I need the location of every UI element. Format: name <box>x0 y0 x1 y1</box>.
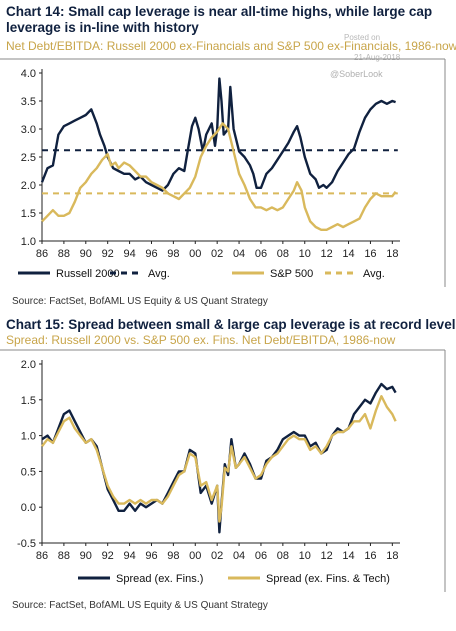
legend-label-0: Spread (ex. Fins.) <box>116 573 203 585</box>
x-tick-label: 94 <box>123 248 135 260</box>
x-tick-label: 96 <box>145 248 157 260</box>
x-tick-label: 06 <box>255 248 267 260</box>
y-tick-label: 2.0 <box>21 180 36 192</box>
y-tick-label: 1.5 <box>21 395 36 407</box>
y-tick-label: 2.0 <box>21 359 36 371</box>
x-tick-label: 00 <box>189 248 201 260</box>
x-tick-label: 12 <box>321 248 333 260</box>
y-tick-label: 0.5 <box>21 466 36 478</box>
x-tick-label: 08 <box>277 550 289 562</box>
x-tick-label: 02 <box>211 248 223 260</box>
x-tick-label: 88 <box>58 248 70 260</box>
x-tick-label: 86 <box>36 248 48 260</box>
series-line-1 <box>41 395 397 523</box>
series-line-2 <box>41 122 397 231</box>
x-tick-label: 04 <box>233 248 245 260</box>
watermark-handle: @SoberLook <box>330 69 383 79</box>
x-tick-label: 90 <box>80 550 92 562</box>
legend-label-2: S&P 500 <box>270 268 313 280</box>
x-tick-label: 16 <box>364 248 376 260</box>
x-tick-label: 06 <box>255 550 267 562</box>
watermark-posted-on: Posted on <box>344 33 381 42</box>
y-tick-label: 2.5 <box>21 152 36 164</box>
x-tick-label: 88 <box>58 550 70 562</box>
x-tick-label: 92 <box>102 550 114 562</box>
x-tick-label: 86 <box>36 550 48 562</box>
legend-label-0: Russell 2000 <box>56 268 120 280</box>
chart-14-source: Source: FactSet, BofAML US Equity & US Q… <box>12 296 268 307</box>
x-tick-label: 14 <box>342 248 354 260</box>
x-tick-label: 02 <box>211 550 223 562</box>
x-tick-label: 98 <box>167 248 179 260</box>
x-tick-label: 90 <box>80 248 92 260</box>
chart-14-subtitle: Net Debt/EBITDA: Russell 2000 ex-Financi… <box>6 39 456 53</box>
y-tick-label: -0.5 <box>17 538 36 550</box>
y-tick-label: 1.5 <box>21 208 36 220</box>
y-tick-label: 4.0 <box>21 68 36 80</box>
y-tick-label: 3.5 <box>21 96 36 108</box>
x-tick-label: 96 <box>145 550 157 562</box>
legend-label-3: Avg. <box>363 268 385 280</box>
x-tick-label: 98 <box>167 550 179 562</box>
chart-14: 1.0 1.5 2.0 2.5 3.0 3.5 4.0 86 88 90 92 94 96 98 00 02 0… <box>0 58 446 287</box>
x-tick-label: 04 <box>233 550 245 562</box>
x-tick-label: 10 <box>299 248 311 260</box>
y-tick-label: 1.0 <box>21 236 36 248</box>
y-tick-label: 0.0 <box>21 502 36 514</box>
chart-15-subtitle: Spread: Russell 2000 vs. S&P 500 ex. Fin… <box>6 333 396 347</box>
x-tick-label: 16 <box>364 550 376 562</box>
x-tick-label: 94 <box>123 550 135 562</box>
x-tick-label: 18 <box>386 248 398 260</box>
chart-15-source: Source: FactSet, BofAML US Equity & US Q… <box>12 600 268 611</box>
chart-15: -0.5 0.0 0.5 1.0 1.5 2.0 86 88 90 92 94 96 98 00 02 04 0… <box>0 349 446 592</box>
legend-label-1: Avg. <box>148 268 170 280</box>
series-line-0 <box>40 77 396 192</box>
x-tick-label: 14 <box>342 550 354 562</box>
x-tick-label: 12 <box>321 550 333 562</box>
chart-14-title: Chart 14: Small cap leverage is near all… <box>6 4 433 35</box>
y-tick-label: 1.0 <box>21 431 36 443</box>
x-tick-label: 92 <box>102 248 114 260</box>
x-tick-label: 10 <box>299 550 311 562</box>
x-tick-label: 08 <box>277 248 289 260</box>
x-tick-label: 00 <box>189 550 201 562</box>
y-tick-label: 3.0 <box>21 124 36 136</box>
legend-label-1: Spread (ex. Fins. & Tech) <box>266 573 390 585</box>
chart-15-title: Chart 15: Spread between small & large c… <box>6 317 456 332</box>
x-tick-label: 18 <box>386 550 398 562</box>
watermark-date: 21-Aug-2018 <box>354 53 401 62</box>
